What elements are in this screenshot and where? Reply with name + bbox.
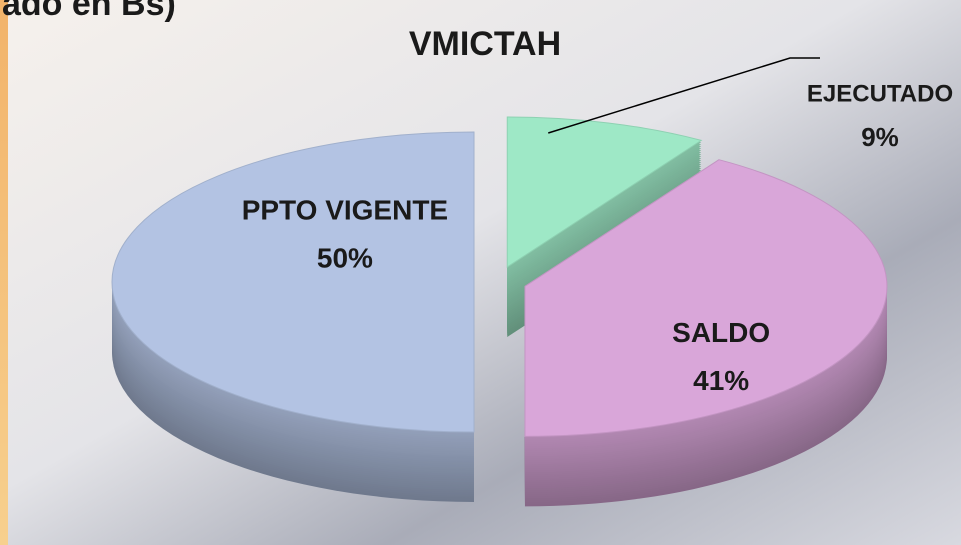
side-strip (0, 0, 8, 545)
slice (111, 131, 475, 433)
slice (506, 116, 703, 268)
slice-label: PPTO VIGENTE (242, 194, 448, 225)
slice-label: EJECUTADO (807, 80, 953, 107)
slice-label: SALDO (672, 317, 770, 348)
slice-value-label: 41% (693, 365, 749, 396)
slice-value-label: 9% (861, 122, 899, 152)
subtitle: ado en Bs) (2, 0, 176, 23)
pie: EJECUTADO 9% SALDO 41% PPTO VIGENTE 50% (111, 57, 953, 507)
chart-title: VMICTAH (409, 25, 561, 63)
leader-line (548, 57, 820, 134)
slice (524, 159, 888, 437)
slice-value-label: 50% (317, 242, 373, 273)
